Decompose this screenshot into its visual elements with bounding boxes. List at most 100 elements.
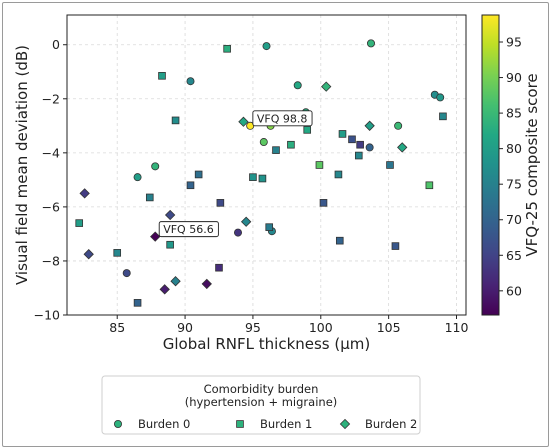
colorbar-tick-label: 75 <box>506 177 522 192</box>
diamond-point <box>83 249 94 260</box>
square-point <box>249 173 257 181</box>
square-point <box>215 263 223 272</box>
legend-entry-label: Burden 1 <box>260 417 312 431</box>
y-tick-label: −6 <box>42 199 60 214</box>
x-tick-label: 85 <box>109 320 125 335</box>
square-point <box>338 130 347 138</box>
plot-area <box>66 14 467 316</box>
legend-marker-circle <box>114 419 123 428</box>
colorbar-tick-label: 60 <box>506 283 522 298</box>
circle-point <box>151 162 160 171</box>
square-point <box>223 44 231 53</box>
square-point <box>75 219 84 227</box>
diamond-point <box>364 120 375 131</box>
annotation-box <box>158 221 219 238</box>
colorbar-tick-label: 65 <box>506 248 522 263</box>
circle-point <box>186 77 195 86</box>
square-point <box>334 170 343 179</box>
diamond-point <box>79 188 90 199</box>
square-point <box>425 181 434 190</box>
x-tick-label: 100 <box>309 320 333 335</box>
square-point <box>258 174 267 183</box>
colorbar <box>481 14 500 316</box>
y-tick-label: −10 <box>34 308 60 323</box>
circle-point <box>365 143 374 152</box>
square-point <box>216 199 225 207</box>
diamond-point <box>170 276 181 287</box>
circle-point <box>133 173 142 182</box>
legend-title: Comorbidity burden <box>204 382 319 396</box>
legend-marker-square <box>236 420 244 428</box>
square-point <box>171 116 180 125</box>
circle-point <box>259 138 268 147</box>
colorbar-tick-label: 80 <box>506 141 522 156</box>
circle-point <box>366 39 375 48</box>
square-point <box>391 242 400 250</box>
diamond-point <box>150 231 161 242</box>
x-tick-label: 95 <box>245 320 261 335</box>
x-tick-label: 110 <box>445 320 469 335</box>
square-point <box>158 72 166 80</box>
circle-point <box>293 81 302 90</box>
legend-box <box>101 375 421 435</box>
square-point <box>315 161 324 169</box>
square-point <box>113 249 122 257</box>
colorbar-tick-label: 95 <box>506 35 522 50</box>
diamond-point <box>238 116 249 127</box>
square-point <box>133 299 142 307</box>
colorbar-tick-label: 85 <box>506 106 522 121</box>
y-tick-label: 0 <box>52 37 60 52</box>
annotations: VFQ 98.8 VFQ 56.6 <box>158 110 313 238</box>
legend-marker-diamond <box>339 418 351 430</box>
square-point <box>166 240 174 249</box>
square-point <box>272 146 280 154</box>
y-tick-label: −8 <box>42 253 60 268</box>
colorbar-tick-label: 90 <box>506 70 522 85</box>
colorbar-ticks: 60 65 70 75 80 85 90 95 <box>499 35 522 298</box>
colorbar-tick-label: 70 <box>506 212 522 227</box>
x-tick-label: 105 <box>377 320 401 335</box>
circle-point <box>436 93 445 102</box>
y-tick-label: −2 <box>42 91 60 106</box>
x-tick-label: 90 <box>177 320 193 335</box>
square-point <box>348 135 356 144</box>
annotation-label: VFQ 56.6 <box>163 223 214 236</box>
square-point <box>186 181 195 190</box>
circle-point <box>233 228 242 237</box>
circle-point <box>262 42 271 51</box>
square-point <box>145 193 154 202</box>
square-point <box>303 126 312 134</box>
y-tick-label: −4 <box>42 145 60 160</box>
diamond-point <box>397 142 408 153</box>
circle-point <box>122 269 131 278</box>
data-points <box>75 39 447 307</box>
square-point <box>319 199 328 207</box>
square-point <box>335 236 344 245</box>
square-point <box>356 140 364 149</box>
square-point <box>386 161 394 169</box>
diamond-point <box>164 209 176 221</box>
diamond-point <box>240 216 252 227</box>
square-point <box>439 112 447 121</box>
square-point <box>265 223 274 231</box>
square-point <box>194 170 203 179</box>
legend: Comorbidity burden (hypertension + migra… <box>101 375 421 435</box>
x-axis-label: Global RNFL thickness (μm) <box>163 335 371 353</box>
diamond-point <box>159 284 170 295</box>
legend-entries: Burden 0 Burden 1 Burden 2 <box>114 417 417 431</box>
diamond-point <box>201 278 212 290</box>
colorbar-label: VFQ-25 composite score <box>523 73 541 256</box>
y-axis-label: Visual field mean deviation (dB) <box>13 45 31 285</box>
legend-entry-label: Burden 2 <box>365 417 417 431</box>
square-point <box>354 151 363 160</box>
circle-point <box>394 121 403 130</box>
annotation-box <box>252 110 313 127</box>
axis-ticks: 85 90 95 100 105 110 0 −2 −4 −6 −8 −10 <box>34 37 469 335</box>
annotation-label: VFQ 98.8 <box>257 112 308 125</box>
diamond-point <box>321 81 332 92</box>
legend-subtitle: (hypertension + migraine) <box>185 395 338 409</box>
square-point <box>287 140 295 149</box>
legend-entry-label: Burden 0 <box>138 417 190 431</box>
